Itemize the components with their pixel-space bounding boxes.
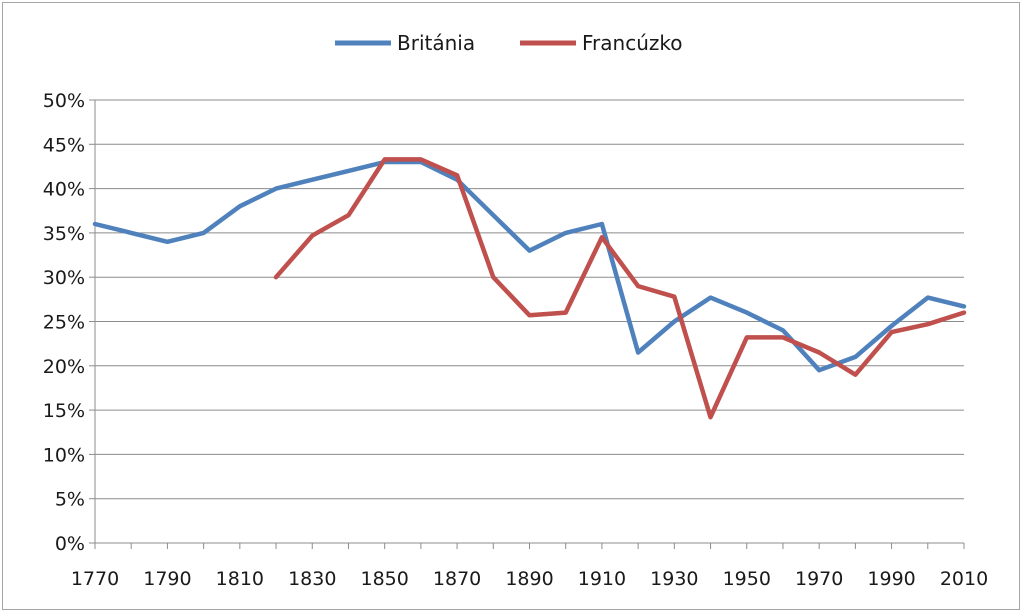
- y-tick-label-0: 0%: [55, 533, 85, 555]
- x-tick-label-1990: 1990: [867, 568, 915, 590]
- y-tick-label-9: 45%: [43, 134, 85, 156]
- y-tick-label-2: 10%: [43, 444, 85, 466]
- y-tick-label-1: 5%: [55, 489, 85, 511]
- y-tick-labels: 0% 5% 10% 15% 20% 25% 30% 35% 40% 45% 50%: [43, 90, 85, 555]
- x-tick-label-1810: 1810: [216, 568, 264, 590]
- legend-label-britania: Británia: [397, 31, 475, 55]
- series-line-0: [92, 159, 967, 373]
- y-tick-label-5: 25%: [43, 312, 85, 334]
- series-line-1: [273, 157, 967, 420]
- y-tick-label-10: 50%: [43, 90, 85, 112]
- x-tick-label-2010: 2010: [940, 568, 988, 590]
- legend: Británia Francúzko: [335, 31, 682, 55]
- x-tick-label-1850: 1850: [360, 568, 408, 590]
- x-tick-label-1830: 1830: [288, 568, 336, 590]
- series-lines: [92, 157, 967, 420]
- y-tick-label-4: 20%: [43, 356, 85, 378]
- x-tick-label-1910: 1910: [578, 568, 626, 590]
- x-tick-label-1970: 1970: [795, 568, 843, 590]
- y-tick-label-7: 35%: [43, 223, 85, 245]
- legend-label-francuzko: Francúzko: [582, 31, 682, 55]
- x-tick-label-1950: 1950: [723, 568, 771, 590]
- y-tick-label-8: 40%: [43, 179, 85, 201]
- x-tick-label-1790: 1790: [143, 568, 191, 590]
- axes: [89, 99, 965, 549]
- x-tick-labels: 1770 1790 1810 1830 1850 1870 1890 1910 1930 1950…: [71, 568, 988, 590]
- x-tick-label-1930: 1930: [650, 568, 698, 590]
- y-tick-label-6: 30%: [43, 267, 85, 289]
- x-tick-label-1870: 1870: [433, 568, 481, 590]
- gridlines: [95, 99, 964, 500]
- y-tick-label-3: 15%: [43, 400, 85, 422]
- x-tick-label-1890: 1890: [505, 568, 553, 590]
- x-tick-label-1770: 1770: [71, 568, 119, 590]
